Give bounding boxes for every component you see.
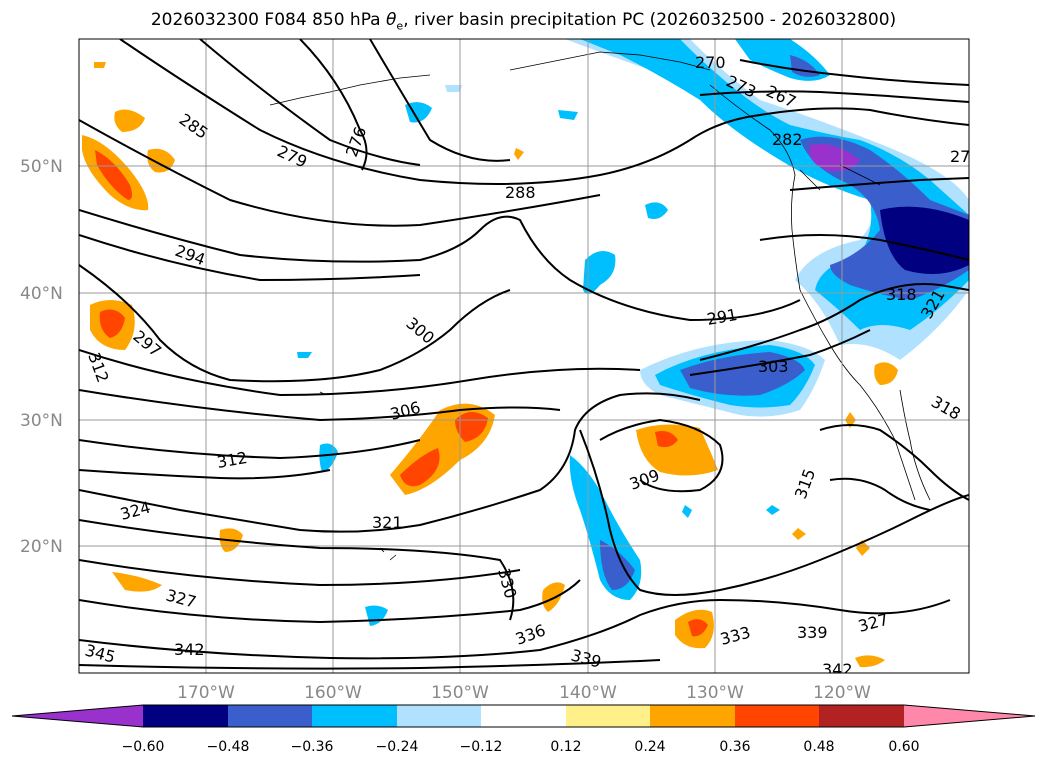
contour-label: 270 bbox=[695, 53, 726, 72]
contour-label: 321 bbox=[372, 513, 403, 532]
colorbar-segment bbox=[397, 705, 481, 727]
map-plot-area: 285 279 276 270 273 267 282 27 288 294 2… bbox=[79, 39, 970, 679]
title-forecast: F084 bbox=[264, 10, 307, 30]
colorbar-tick: −0.60 bbox=[122, 739, 165, 755]
colorbar-extend-min bbox=[12, 705, 143, 727]
colorbar-outline bbox=[11, 704, 1036, 728]
colorbar-tick: −0.24 bbox=[376, 739, 419, 755]
gridlines bbox=[79, 39, 969, 673]
contour-label: 27 bbox=[950, 147, 970, 166]
lon-tick-label: 170°W bbox=[177, 683, 235, 703]
lat-tick-label: 30°N bbox=[20, 411, 63, 431]
colorbar-tick: 0.48 bbox=[803, 739, 834, 755]
chart-title: 2026032300 F084 850 hPa θe, river basin … bbox=[0, 10, 1047, 32]
colorbar-ticks: −0.60 −0.48 −0.36 −0.24 −0.12 0.12 0.24 … bbox=[122, 739, 920, 755]
lon-tick-labels: 170°W 160°W 150°W 140°W 130°W 120°W bbox=[177, 683, 871, 703]
title-symbol: θ bbox=[386, 10, 397, 30]
colorbar-tick: 0.36 bbox=[719, 739, 750, 755]
colorbar: −0.60 −0.48 −0.36 −0.24 −0.12 0.12 0.24 … bbox=[11, 704, 1036, 755]
colorbar-segment bbox=[819, 705, 904, 727]
colorbar-tick: −0.48 bbox=[207, 739, 250, 755]
colorbar-segment bbox=[312, 705, 397, 727]
lon-tick-label: 120°W bbox=[813, 683, 871, 703]
colorbar-tick: 0.24 bbox=[634, 739, 665, 755]
lat-tick-label: 40°N bbox=[20, 284, 63, 304]
colorbar-segment bbox=[481, 705, 566, 727]
lat-tick-label: 50°N bbox=[20, 157, 63, 177]
lon-tick-label: 130°W bbox=[686, 683, 744, 703]
title-symbol-sub: e bbox=[396, 19, 404, 33]
colorbar-tick: −0.12 bbox=[460, 739, 503, 755]
title-rest: , river basin precipitation PC (20260325… bbox=[403, 10, 897, 30]
contour-label: 342 bbox=[174, 640, 205, 659]
colorbar-segment bbox=[228, 705, 312, 727]
contour-label: 318 bbox=[886, 285, 917, 304]
colorbar-tick: −0.36 bbox=[291, 739, 334, 755]
colorbar-tick: 0.60 bbox=[888, 739, 919, 755]
colorbar-segment bbox=[650, 705, 735, 727]
map-frame bbox=[78, 38, 970, 674]
colorbar-segment bbox=[735, 705, 819, 727]
colorbar-tick: 0.12 bbox=[550, 739, 581, 755]
lon-tick-label: 140°W bbox=[559, 683, 617, 703]
colorbar-segment bbox=[143, 705, 228, 727]
contour-label: 288 bbox=[505, 183, 536, 202]
colorbar-extend-max bbox=[904, 705, 1035, 727]
title-level: 850 hPa bbox=[312, 10, 381, 30]
contour-label: 342 bbox=[822, 660, 853, 679]
contour-label: 282 bbox=[772, 130, 803, 149]
theta-e-contours bbox=[79, 39, 969, 670]
colorbar-segment bbox=[566, 705, 650, 727]
contour-label: 303 bbox=[758, 357, 789, 376]
lon-tick-label: 160°W bbox=[304, 683, 362, 703]
title-date: 2026032300 bbox=[150, 10, 260, 30]
positive-precip-shading bbox=[82, 62, 898, 668]
lon-tick-label: 150°W bbox=[431, 683, 489, 703]
contour-label: 339 bbox=[797, 623, 828, 642]
lat-tick-labels: 50°N 40°N 30°N 20°N bbox=[20, 157, 63, 557]
lat-tick-label: 20°N bbox=[20, 537, 63, 557]
